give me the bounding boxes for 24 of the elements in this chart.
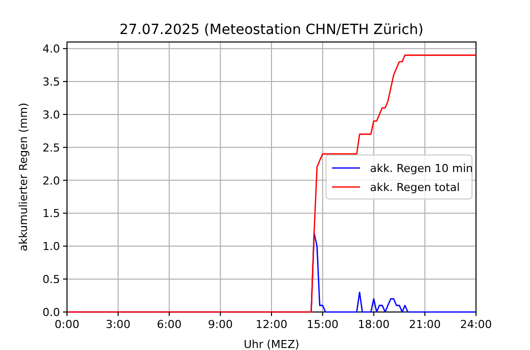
x-tick-label: 0:00	[54, 318, 80, 331]
y-tick-label: 1.0	[42, 240, 60, 254]
y-tick-label: 1.5	[42, 207, 60, 220]
y-tick-label: 3.0	[42, 108, 60, 122]
x-tick-label: 3:00	[106, 318, 130, 331]
y-tick-label: 2.5	[42, 141, 60, 154]
x-tick-label: 6:00	[156, 318, 182, 331]
x-tick-label: 9:00	[208, 318, 233, 331]
x-axis-title: Uhr (MEZ)	[244, 338, 300, 350]
x-tick-label: 21:00	[409, 318, 441, 331]
legend-label: akk. Regen 10 min	[370, 162, 473, 175]
y-tick-label: 3.5	[42, 76, 60, 89]
x-tick-label: 24:00	[460, 318, 492, 331]
y-tick-label: 0.5	[42, 273, 60, 286]
x-tick-label: 15:00	[306, 318, 338, 331]
chart-title: 27.07.2025 (Meteostation CHN/ETH Zürich)	[119, 22, 424, 38]
line-series	[66, 54, 477, 313]
y-tick-label: 2.0	[42, 174, 60, 188]
x-tick-label: 12:00	[256, 318, 288, 331]
y-axis-title: akkumulierter Regen (mm)	[17, 102, 30, 252]
y-tick-label: 0.0	[42, 306, 60, 319]
y-tick-label: 4.0	[42, 42, 60, 56]
x-tick-label: 18:00	[358, 318, 390, 331]
legend-label: akk. Regen total	[370, 181, 460, 194]
